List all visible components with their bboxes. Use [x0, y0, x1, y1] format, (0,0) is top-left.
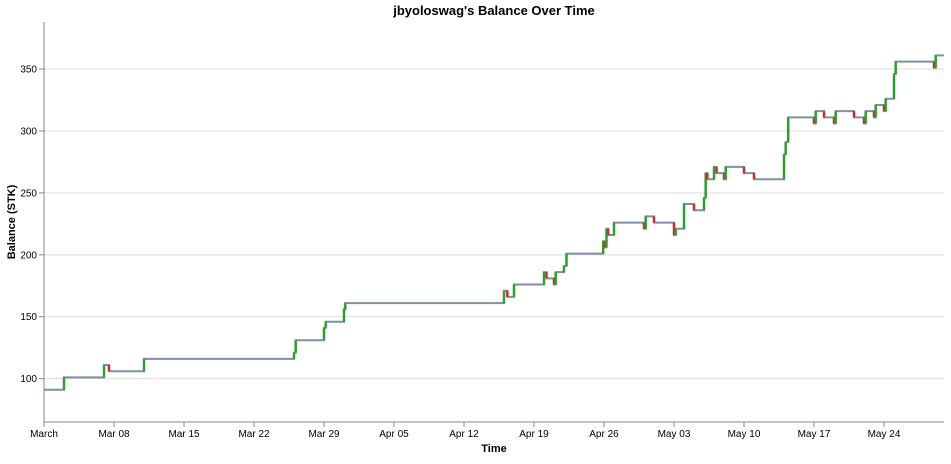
y-tick-label: 150 [20, 312, 37, 323]
tick-labels: 100 150 200 250 300 350 March Mar 08 Mar 15 Mar 2… [20, 65, 901, 440]
x-tick-label: May 24 [868, 429, 901, 440]
balance-series [44, 54, 944, 391]
x-tick-label: Mar 15 [168, 429, 200, 440]
y-tick-label: 100 [20, 374, 37, 385]
y-tick-label: 200 [20, 250, 37, 261]
x-tick-label: Mar 22 [238, 429, 270, 440]
axes [39, 22, 944, 427]
x-tick-label: May 10 [728, 429, 761, 440]
x-tick-label: Apr 19 [519, 429, 549, 440]
x-tick-label: Apr 05 [379, 429, 409, 440]
x-tick-label: Apr 26 [589, 429, 619, 440]
x-tick-label: Mar 29 [308, 429, 340, 440]
y-axis-title: Balance (STK) [6, 184, 18, 259]
x-tick-label: Apr 12 [449, 429, 479, 440]
x-tick-label: May 03 [658, 429, 691, 440]
x-tick-label: May 17 [798, 429, 831, 440]
x-axis-title: Time [481, 443, 506, 455]
balance-step-line [44, 54, 944, 391]
y-tick-label: 300 [20, 126, 37, 137]
y-tick-label: 250 [20, 188, 37, 199]
x-tick-label: Mar 08 [98, 429, 130, 440]
chart-title: jbyoloswag's Balance Over Time [392, 3, 595, 18]
y-tick-label: 350 [20, 65, 37, 76]
gridlines [44, 68, 944, 380]
x-tick-label: March [30, 429, 58, 440]
